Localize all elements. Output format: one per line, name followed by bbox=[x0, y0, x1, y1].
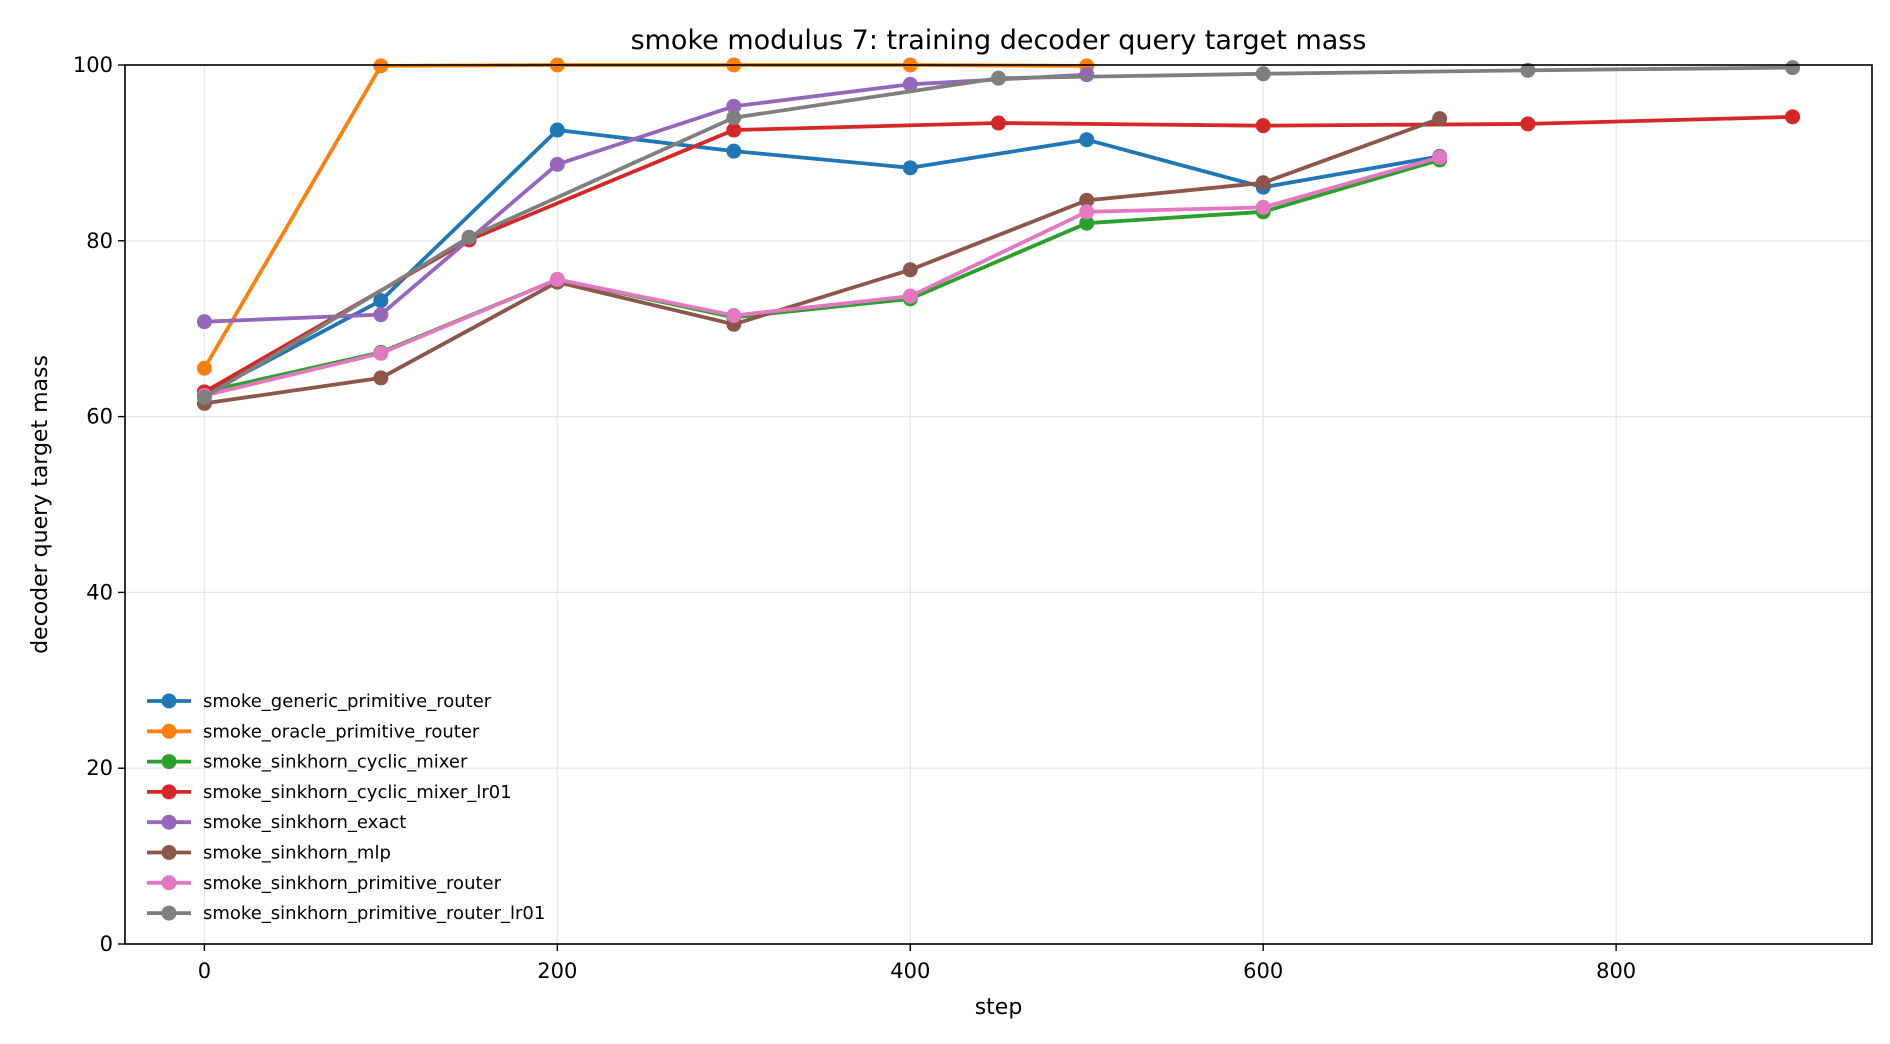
legend-item: smoke_sinkhorn_primitive_router_lr01 bbox=[147, 903, 545, 924]
data-point bbox=[373, 58, 389, 74]
legend-swatch-marker bbox=[161, 723, 177, 739]
data-point bbox=[1520, 62, 1536, 78]
legend-item: smoke_sinkhorn_primitive_router bbox=[147, 873, 502, 894]
series-line bbox=[202, 155, 1442, 398]
y-axis-label: decoder query target mass bbox=[28, 355, 53, 654]
legend-swatch-marker bbox=[161, 875, 177, 891]
legend-label: smoke_sinkhorn_cyclic_mixer_lr01 bbox=[203, 782, 512, 803]
y-axis-ticks: 0 20 40 60 80 100 bbox=[73, 53, 125, 956]
legend: smoke_generic_primitive_router smoke_orac… bbox=[147, 691, 545, 924]
legend-swatch-marker bbox=[161, 905, 177, 921]
data-point bbox=[1079, 192, 1095, 208]
data-point bbox=[1079, 215, 1095, 231]
data-point bbox=[1079, 204, 1095, 220]
data-point bbox=[726, 110, 742, 126]
legend-label: smoke_oracle_primitive_router bbox=[203, 721, 480, 742]
legend-label: smoke_sinkhorn_mlp bbox=[203, 843, 391, 864]
y-tick-label: 20 bbox=[86, 756, 113, 780]
data-point bbox=[1432, 149, 1448, 165]
data-point bbox=[1255, 66, 1271, 82]
plot-frame bbox=[124, 64, 1873, 945]
legend-item: smoke_sinkhorn_mlp bbox=[147, 843, 391, 864]
legend-swatch-marker bbox=[161, 845, 177, 860]
legend-label: smoke_sinkhorn_exact bbox=[203, 812, 406, 833]
data-point bbox=[902, 76, 918, 92]
data-point bbox=[1255, 118, 1271, 134]
legend-item: smoke_sinkhorn_exact bbox=[147, 812, 406, 833]
data-point bbox=[991, 115, 1006, 131]
legend-label: smoke_sinkhorn_cyclic_mixer bbox=[203, 752, 468, 773]
series-smoke_sinkhorn_primitive_router bbox=[196, 149, 1448, 404]
legend-swatch-marker bbox=[161, 693, 177, 709]
data-point bbox=[1432, 111, 1448, 127]
data-point bbox=[726, 98, 742, 114]
data-point bbox=[991, 70, 1006, 86]
data-point bbox=[1520, 116, 1536, 132]
data-point bbox=[726, 143, 742, 159]
data-point bbox=[726, 308, 742, 324]
legend-item: smoke_oracle_primitive_router bbox=[147, 721, 480, 742]
data-point bbox=[196, 314, 212, 330]
data-point bbox=[373, 293, 389, 309]
data-point bbox=[1255, 175, 1271, 191]
series-smoke_sinkhorn_primitive_router_lr01 bbox=[196, 60, 1801, 405]
data-point bbox=[373, 345, 389, 361]
data-point bbox=[902, 262, 918, 278]
y-tick-label: 100 bbox=[73, 53, 113, 77]
y-tick-label: 60 bbox=[86, 405, 113, 429]
data-point bbox=[373, 370, 389, 386]
data-point bbox=[1255, 199, 1271, 215]
y-tick-label: 80 bbox=[86, 229, 113, 253]
chart-title: smoke modulus 7: training decoder query … bbox=[631, 25, 1367, 56]
data-point bbox=[902, 160, 918, 176]
data-point bbox=[196, 360, 212, 376]
legend-item: smoke_sinkhorn_cyclic_mixer bbox=[147, 752, 468, 773]
data-point bbox=[549, 271, 565, 287]
series-line bbox=[202, 72, 1089, 324]
data-point bbox=[902, 288, 918, 304]
x-tick-label: 600 bbox=[1243, 959, 1283, 983]
y-tick-label: 40 bbox=[86, 580, 113, 604]
x-axis-ticks: 0 200 400 600 800 bbox=[198, 944, 1636, 983]
x-tick-label: 200 bbox=[537, 959, 577, 983]
legend-label: smoke_generic_primitive_router bbox=[203, 691, 492, 712]
x-tick-label: 800 bbox=[1596, 959, 1636, 983]
data-point bbox=[1785, 109, 1801, 125]
x-tick-label: 400 bbox=[890, 959, 930, 983]
data-point bbox=[549, 122, 565, 138]
data-point bbox=[196, 389, 212, 405]
data-point bbox=[1785, 60, 1801, 76]
data-point bbox=[373, 307, 389, 323]
data-point bbox=[726, 122, 742, 138]
data-point bbox=[1079, 67, 1095, 83]
legend-label: smoke_sinkhorn_primitive_router_lr01 bbox=[203, 903, 545, 924]
legend-swatch-marker bbox=[161, 784, 177, 800]
data-point bbox=[461, 229, 477, 245]
legend-swatch-marker bbox=[161, 754, 177, 770]
x-axis-label: step bbox=[975, 995, 1023, 1020]
legend-item: smoke_generic_primitive_router bbox=[147, 691, 492, 712]
legend-item: smoke_sinkhorn_cyclic_mixer_lr01 bbox=[147, 782, 512, 803]
y-tick-label: 0 bbox=[100, 932, 113, 956]
legend-label: smoke_sinkhorn_primitive_router bbox=[203, 873, 502, 894]
x-tick-label: 0 bbox=[198, 959, 211, 983]
legend-swatch-marker bbox=[161, 814, 177, 830]
data-point bbox=[1079, 132, 1095, 148]
series-line bbox=[202, 116, 1442, 406]
data-point bbox=[549, 156, 565, 172]
